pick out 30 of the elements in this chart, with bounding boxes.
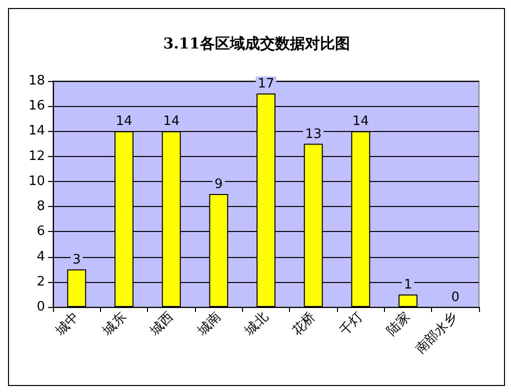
x-tick-label: 城南 bbox=[194, 310, 224, 340]
y-tick-label: 2 bbox=[36, 274, 45, 290]
x-tick-label: 城西 bbox=[146, 310, 177, 340]
data-label: 0 bbox=[451, 290, 460, 305]
data-label: 13 bbox=[305, 126, 322, 142]
y-tick-label: 12 bbox=[28, 148, 45, 164]
y-tick-label: 16 bbox=[28, 98, 45, 114]
y-tick-label: 18 bbox=[28, 74, 45, 88]
x-tick-label: 南部水乡 bbox=[413, 310, 461, 358]
y-tick-label: 6 bbox=[36, 224, 45, 240]
data-label: 3 bbox=[72, 252, 81, 268]
y-tick-label: 8 bbox=[36, 199, 45, 214]
x-tick-label: 城中 bbox=[52, 310, 82, 340]
data-label: 14 bbox=[116, 114, 132, 130]
x-tick-label: 城东 bbox=[100, 310, 130, 340]
y-tick-label: 14 bbox=[28, 124, 45, 139]
y-tick-label: 10 bbox=[28, 174, 45, 189]
y-tick-label: 4 bbox=[36, 249, 45, 264]
data-label: 1 bbox=[404, 277, 412, 292]
x-tick-label: 城北 bbox=[242, 310, 272, 340]
data-label: 14 bbox=[352, 114, 369, 130]
x-tick-label: 千灯 bbox=[336, 310, 366, 339]
y-tick-label: 0 bbox=[36, 300, 45, 314]
x-tick-label: 陆家 bbox=[384, 308, 414, 339]
bar bbox=[398, 294, 418, 307]
data-label: 17 bbox=[258, 76, 274, 92]
data-label: 14 bbox=[163, 114, 180, 130]
x-tick-label: 花桥 bbox=[290, 310, 319, 339]
chart-title: 3.11各区域成交数据对比图 bbox=[163, 34, 350, 52]
data-label: 9 bbox=[214, 177, 223, 192]
